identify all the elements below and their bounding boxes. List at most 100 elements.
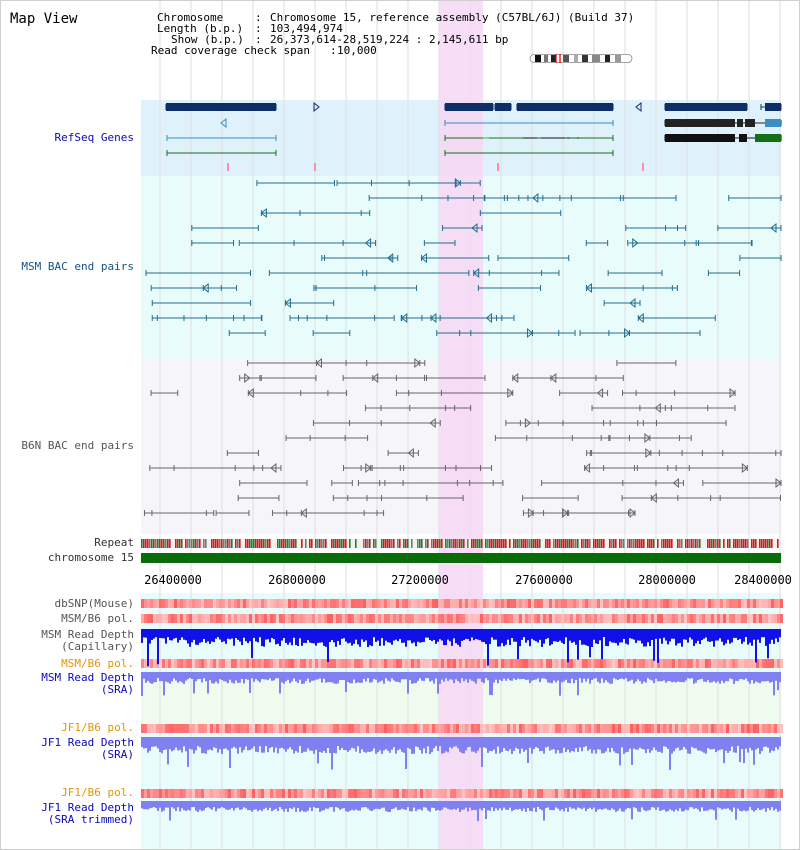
pol-cell [225, 659, 228, 668]
track-label-jf1-pol-1[interactable]: JF1/B6 pol. [61, 721, 134, 734]
depth-bar [463, 801, 465, 810]
depth-bar [605, 672, 607, 681]
depth-bar [431, 672, 433, 681]
pol-cell [690, 659, 693, 668]
depth-bar [355, 629, 357, 640]
depth-bar [775, 629, 777, 639]
depth-bar [575, 801, 577, 810]
track-label-b6n-bac[interactable]: B6N BAC end pairs [21, 439, 134, 452]
depth-bar [309, 629, 311, 643]
depth-bar [349, 672, 351, 684]
depth-bar [683, 629, 685, 640]
track-label-jf1-depth-sra[interactable]: JF1 Read Depth (SRA) [41, 736, 134, 761]
pol-cell [753, 614, 756, 623]
depth-bar [415, 672, 417, 684]
depth-bar [683, 801, 685, 812]
gene-mark [642, 163, 644, 171]
track-label-jf1-depth-trimmed[interactable]: JF1 Read Depth (SRA trimmed) [41, 801, 134, 826]
depth-bar [289, 801, 291, 809]
pol-cell [168, 724, 171, 733]
pol-cell [654, 614, 657, 623]
track-label-msm-pol-2[interactable]: MSM/B6 pol. [61, 657, 134, 670]
depth-bar [691, 672, 693, 679]
pol-cell [771, 614, 774, 623]
depth-bar [491, 629, 493, 638]
depth-bar [605, 629, 607, 646]
depth-bar [379, 737, 381, 751]
depth-bar [435, 629, 437, 644]
dbsnp-cell [666, 599, 669, 608]
repeat-mark [565, 539, 567, 548]
pol-cell [774, 659, 777, 668]
pol-cell [726, 614, 729, 623]
depth-bar [327, 629, 329, 662]
pol-cell [210, 724, 213, 733]
depth-bar [503, 629, 505, 647]
dbsnp-cell [507, 599, 510, 608]
track-label-dbsnp[interactable]: dbSNP(Mouse) [54, 597, 134, 610]
depth-bar [629, 801, 631, 809]
pol-cell [654, 789, 657, 798]
pol-cell [384, 724, 387, 733]
track-label-chromosome[interactable]: chromosome 15 [47, 551, 134, 564]
pol-cell [168, 789, 171, 798]
depth-bar [621, 737, 623, 748]
depth-bar [533, 801, 535, 808]
pol-cell [762, 789, 765, 798]
depth-bar [161, 737, 163, 754]
repeat-mark [669, 539, 671, 548]
repeat-mark [715, 539, 717, 548]
depth-bar [145, 801, 147, 810]
depth-bar [647, 801, 649, 811]
pol-cell [222, 724, 225, 733]
depth-bar [231, 629, 233, 639]
gene-exon [541, 122, 563, 124]
pol-cell [513, 614, 516, 623]
depth-bar [349, 629, 351, 643]
depth-bar [421, 672, 423, 681]
dbsnp-cell [627, 599, 630, 608]
pol-cell [249, 659, 252, 668]
track-label-repeat[interactable]: Repeat [94, 536, 134, 549]
track-label-msm-pol-1[interactable]: MSM/B6 pol. [61, 612, 134, 625]
track-label-msm-depth-capillary[interactable]: MSM Read Depth (Capillary) [41, 628, 134, 653]
dbsnp-cell [597, 599, 600, 608]
depth-bar [365, 629, 367, 641]
pol-cell [738, 614, 741, 623]
depth-bar [393, 801, 395, 809]
depth-bar [333, 801, 335, 812]
pol-cell [699, 614, 702, 623]
track-label-refseq[interactable]: RefSeq Genes [54, 131, 134, 144]
depth-bar [723, 672, 725, 684]
pol-cell [189, 659, 192, 668]
depth-bar [649, 672, 651, 680]
repeat-mark [223, 539, 225, 548]
depth-bar [257, 629, 259, 643]
depth-bar [477, 672, 479, 679]
dbsnp-cell [708, 599, 711, 608]
depth-bar [189, 737, 191, 749]
pol-cell [597, 659, 600, 668]
repeat-mark [369, 539, 371, 548]
depth-bar [213, 737, 215, 748]
pol-cell [372, 614, 375, 623]
pol-cell [414, 789, 417, 798]
pol-cell [738, 789, 741, 798]
depth-bar [397, 629, 399, 642]
track-label-jf1-pol-2[interactable]: JF1/B6 pol. [61, 786, 134, 799]
pol-cell [747, 724, 750, 733]
depth-bar [171, 737, 173, 752]
pol-cell [345, 789, 348, 798]
pol-cell [423, 614, 426, 623]
chromosome-ideogram-icon[interactable] [529, 54, 633, 63]
depth-bar [343, 629, 345, 639]
depth-bar [273, 672, 275, 681]
track-label-msm-depth-sra[interactable]: MSM Read Depth (SRA) [41, 671, 134, 696]
track-label-msm-bac[interactable]: MSM BAC end pairs [21, 260, 134, 273]
pol-cell [756, 724, 759, 733]
depth-bar [555, 737, 557, 754]
depth-bar [209, 672, 211, 681]
depth-bar [731, 672, 733, 680]
depth-bar [367, 672, 369, 679]
